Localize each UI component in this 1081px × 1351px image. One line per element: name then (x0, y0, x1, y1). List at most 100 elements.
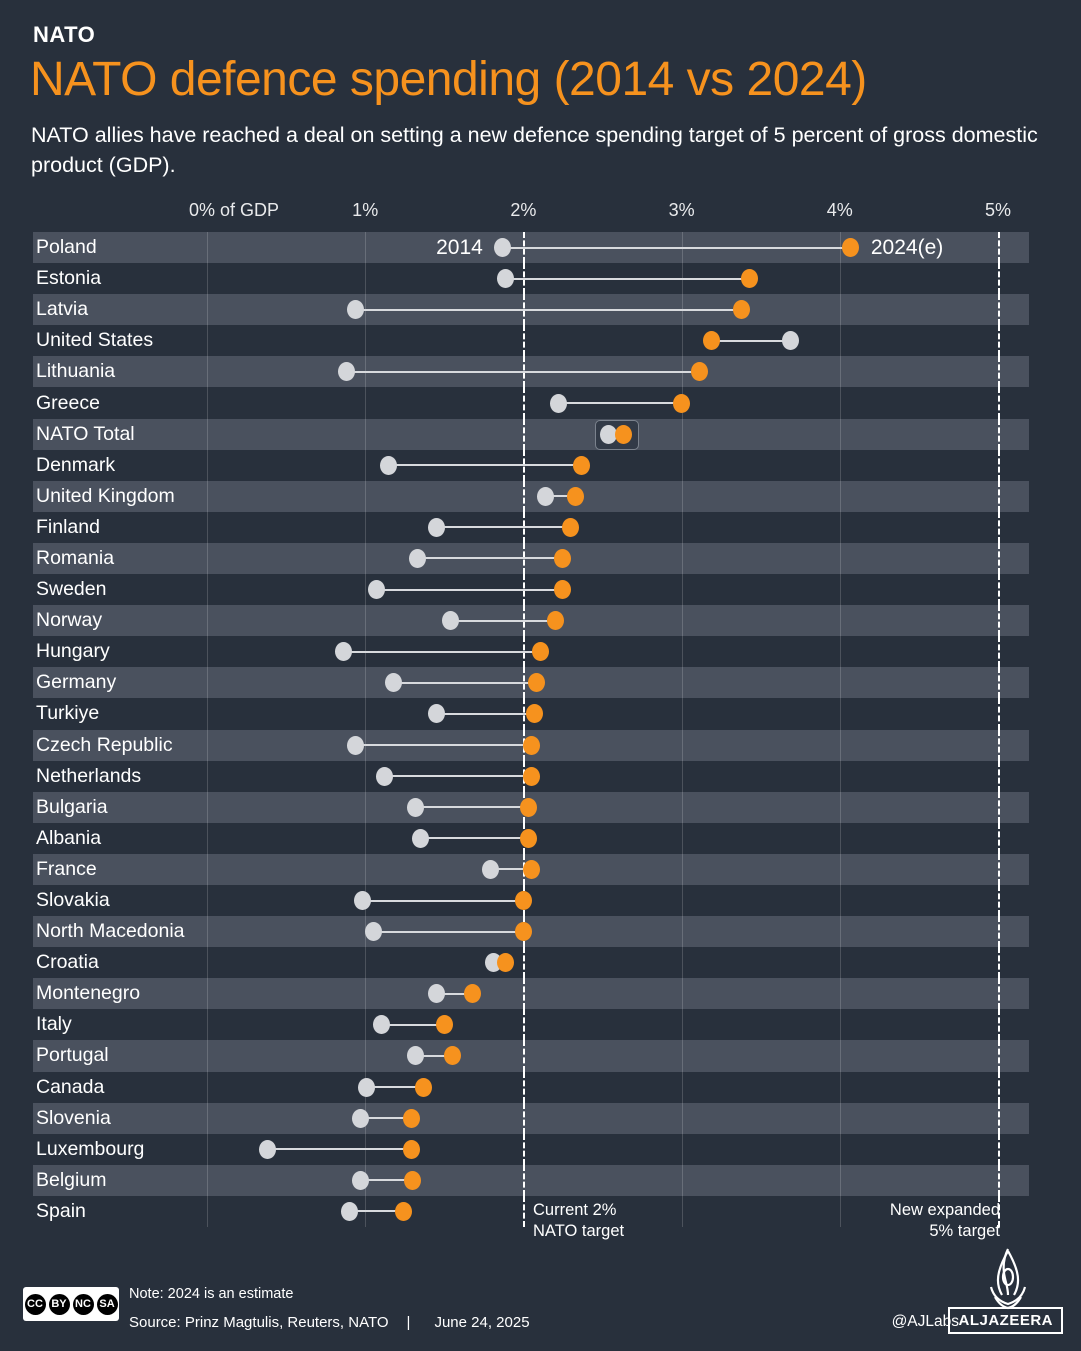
dot-2014[interactable] (258, 1139, 276, 1159)
connector-line (373, 930, 524, 933)
chart-row: Albania (0, 822, 1081, 854)
row-background (33, 1102, 1029, 1134)
row-series (0, 730, 1081, 761)
country-label: Italy (36, 1013, 72, 1036)
dot-2024[interactable] (402, 1139, 420, 1159)
dot-2014[interactable] (334, 642, 352, 662)
dot-2014[interactable] (427, 517, 445, 537)
dot-2024[interactable] (519, 828, 537, 848)
connector-line (360, 1179, 413, 1182)
country-label: Belgium (36, 1168, 107, 1191)
dot-2024[interactable] (532, 642, 550, 662)
dot-2014[interactable] (340, 1201, 358, 1221)
dot-2024[interactable] (435, 1015, 453, 1035)
dot-2014[interactable] (380, 455, 398, 475)
legend-2024-label: 2024(e) (870, 235, 944, 259)
dot-2014[interactable] (351, 1170, 369, 1190)
dot-2024[interactable] (394, 1201, 412, 1221)
dot-2024[interactable] (514, 891, 532, 911)
dot-2014[interactable] (367, 580, 385, 600)
dot-2024[interactable] (404, 1170, 422, 1190)
dot-2014[interactable] (372, 1015, 390, 1035)
dot-2014[interactable] (407, 797, 425, 817)
dot-2024[interactable] (402, 1108, 420, 1128)
dot-2014[interactable] (442, 611, 460, 631)
dot-2014[interactable] (600, 424, 618, 444)
dot-2024[interactable] (522, 735, 540, 755)
dot-2014[interactable] (549, 393, 567, 413)
dot-2014[interactable] (408, 548, 426, 568)
country-label: Norway (36, 609, 103, 632)
row-background (33, 1071, 1029, 1103)
dot-2024[interactable] (554, 580, 572, 600)
dot-2014[interactable] (537, 486, 555, 506)
dot-2014[interactable] (494, 238, 512, 258)
dot-2024[interactable] (525, 704, 543, 724)
country-label: Hungary (36, 640, 110, 663)
dot-2024[interactable] (519, 797, 537, 817)
dot-2014[interactable] (782, 331, 800, 351)
row-series (0, 1165, 1081, 1196)
connector-line (384, 775, 532, 778)
chart-row: Croatia (0, 947, 1081, 979)
dot-2024[interactable] (415, 1077, 433, 1097)
country-label: Netherlands (36, 764, 142, 787)
dot-2014[interactable] (347, 300, 365, 320)
dot-2014[interactable] (358, 1077, 376, 1097)
dot-2024[interactable] (514, 922, 532, 942)
dot-2024[interactable] (522, 859, 540, 879)
connector-line (388, 464, 582, 467)
row-series (0, 1072, 1081, 1103)
dot-2024[interactable] (690, 362, 708, 382)
dot-2014[interactable] (427, 984, 445, 1004)
creative-commons-icon: CC BY NC SA (23, 1287, 119, 1321)
dot-2024[interactable] (703, 331, 721, 351)
dot-2024[interactable] (614, 424, 632, 444)
connector-line (417, 557, 563, 560)
dot-2024[interactable] (842, 238, 860, 258)
dot-2014[interactable] (347, 735, 365, 755)
row-background (33, 1164, 1029, 1196)
page-subtitle: NATO allies have reached a deal on setti… (31, 123, 1038, 177)
dot-2014[interactable] (375, 766, 393, 786)
dot-2024[interactable] (497, 953, 515, 973)
dot-2024[interactable] (546, 611, 564, 631)
chart-row: Lithuania (0, 356, 1081, 388)
chart-row: Finland (0, 511, 1081, 543)
connector-line (360, 1117, 412, 1120)
x-axis-tick-0: 0% of GDP (188, 200, 280, 220)
footer-source: Source: Prinz Magtulis, Reuters, NATO | Ju… (129, 1314, 530, 1331)
dot-2024[interactable] (567, 486, 585, 506)
row-series (0, 792, 1081, 823)
dot-2024[interactable] (464, 984, 482, 1004)
dot-2024[interactable] (562, 517, 580, 537)
dot-2024[interactable] (443, 1046, 461, 1066)
dot-2024[interactable] (527, 673, 545, 693)
source-value: Prinz Magtulis, Reuters, NATO (184, 1314, 389, 1331)
country-label: Estonia (36, 267, 102, 290)
dot-2014[interactable] (407, 1046, 425, 1066)
country-label: Finland (36, 515, 100, 538)
dot-2024[interactable] (741, 269, 759, 289)
dot-2014[interactable] (412, 828, 430, 848)
dot-2024[interactable] (573, 455, 591, 475)
dot-2014[interactable] (353, 891, 371, 911)
chart-row: Sweden (0, 574, 1081, 606)
country-label: Slovenia (36, 1106, 111, 1129)
footer: CC BY NC SA Note: 2024 is an estimate So… (0, 1248, 1081, 1351)
dot-2024[interactable] (673, 393, 691, 413)
dot-2014[interactable] (497, 269, 515, 289)
connector-line (349, 1210, 404, 1213)
dot-2024[interactable] (522, 766, 540, 786)
dot-2024[interactable] (554, 548, 572, 568)
dot-2024[interactable] (733, 300, 751, 320)
row-series (0, 947, 1081, 978)
country-label: Bulgaria (36, 795, 108, 818)
dot-2014[interactable] (427, 704, 445, 724)
dot-2014[interactable] (337, 362, 355, 382)
dot-2014[interactable] (364, 922, 382, 942)
x-axis-tick-2: 2% (510, 200, 537, 220)
dot-2014[interactable] (385, 673, 403, 693)
dot-2014[interactable] (351, 1108, 369, 1128)
dot-2014[interactable] (481, 859, 499, 879)
